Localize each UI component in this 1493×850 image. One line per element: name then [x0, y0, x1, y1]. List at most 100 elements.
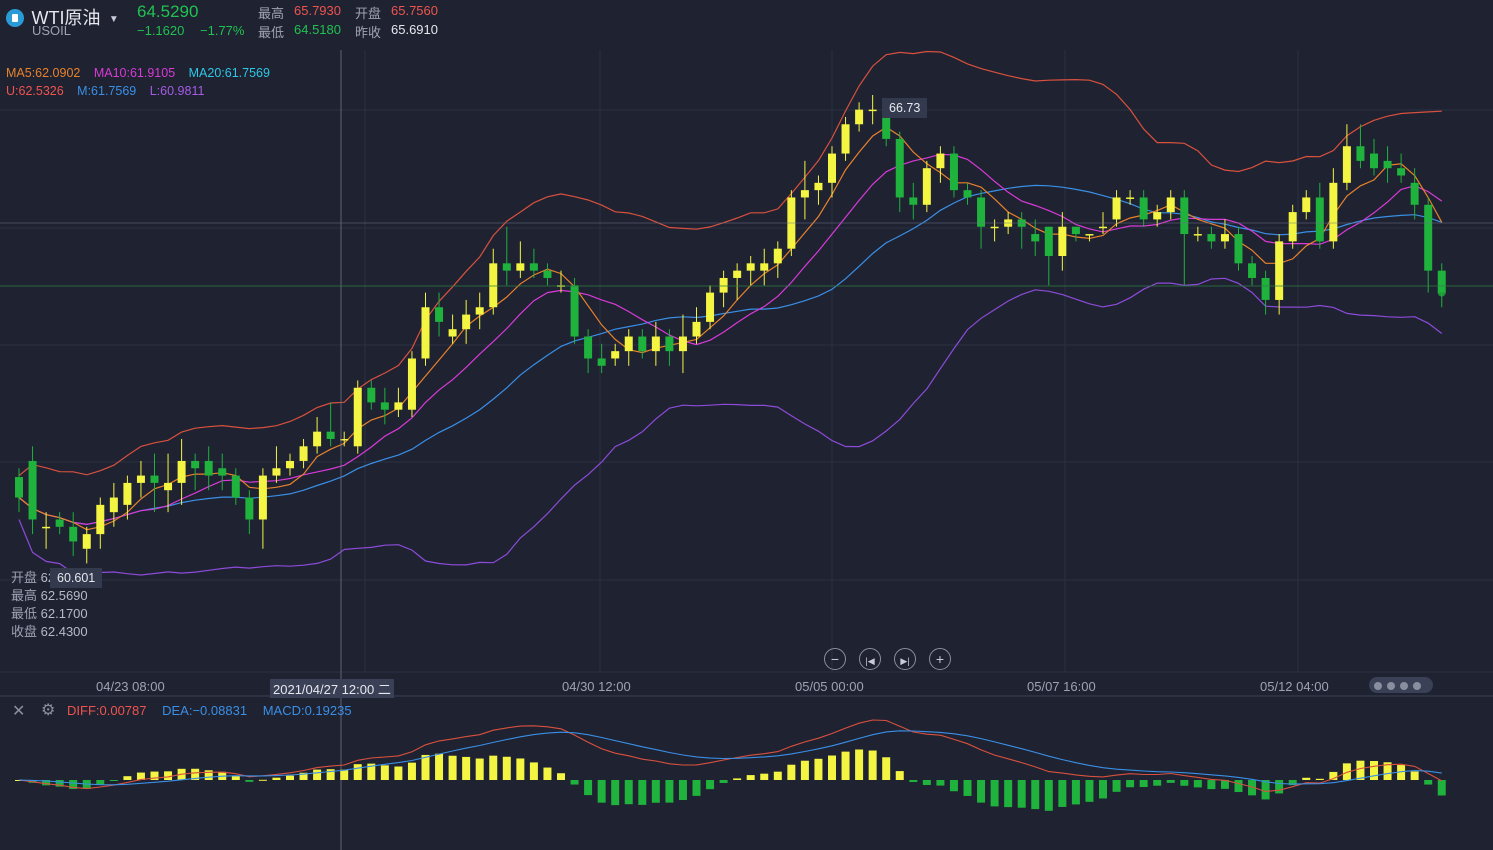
- macd-bar: [1424, 780, 1433, 785]
- candle-body: [1085, 234, 1094, 236]
- candle-body: [367, 387, 376, 403]
- min-price-label: 60.601: [50, 568, 103, 588]
- candle-body: [421, 307, 430, 359]
- macd-bar: [407, 762, 416, 780]
- macd-bar: [1071, 780, 1080, 805]
- macd-bar: [855, 749, 864, 780]
- candle-body: [773, 248, 782, 264]
- macd-bar: [475, 758, 484, 780]
- zoom-out-button[interactable]: −: [824, 648, 846, 670]
- candle-body: [1342, 146, 1351, 183]
- ma10-label: MA10:61.9105: [93, 66, 176, 80]
- macd-bar: [123, 776, 132, 780]
- candle-body: [963, 190, 972, 198]
- macd-bar: [340, 769, 349, 780]
- macd-diff-label: DIFF:0.00787: [67, 703, 147, 718]
- macd-bar: [651, 780, 660, 803]
- scroll-right-button[interactable]: ▶|: [894, 648, 916, 670]
- macd-bar: [1342, 763, 1351, 780]
- candle-body: [719, 277, 728, 293]
- candle-body: [638, 336, 647, 352]
- candle-body: [1220, 234, 1229, 242]
- macd-bar: [570, 780, 579, 785]
- macd-diff-line: [18, 719, 1443, 793]
- candle-body: [123, 482, 132, 505]
- candle-body: [922, 168, 931, 205]
- boll-legend: U:62.5326 M:61.7569 L:60.9811: [6, 84, 214, 98]
- indicator-pager[interactable]: [1369, 677, 1433, 693]
- candle-body: [245, 497, 254, 520]
- macd-bar: [69, 780, 78, 789]
- macd-bar: [380, 765, 389, 780]
- chevron-down-icon[interactable]: ▼: [108, 14, 119, 25]
- candle-body: [1031, 234, 1040, 242]
- macd-bar: [204, 770, 213, 780]
- candle-body: [1315, 197, 1324, 242]
- macd-bar: [231, 776, 240, 780]
- macd-bar: [543, 767, 552, 780]
- candle-body: [150, 475, 159, 483]
- macd-bar: [150, 771, 159, 780]
- macd-bar: [678, 780, 687, 801]
- close-icon[interactable]: ✕: [12, 703, 26, 720]
- price-change: −1.1620: [137, 23, 185, 38]
- price-change-pct: −1.77%: [200, 23, 245, 38]
- macd-bar: [638, 780, 647, 805]
- candle-body: [1356, 146, 1365, 161]
- macd-bar: [1139, 780, 1148, 788]
- candle-body: [1248, 263, 1257, 278]
- macd-bar: [1248, 780, 1257, 796]
- candle-body: [394, 402, 403, 410]
- macd-bar: [516, 758, 525, 780]
- candle-body: [1424, 204, 1433, 271]
- macd-bar: [367, 763, 376, 780]
- macd-bar: [258, 779, 267, 781]
- candle-body: [746, 263, 755, 271]
- scroll-left-button[interactable]: |◀: [859, 648, 881, 670]
- candle-body: [15, 477, 23, 498]
- candle-body: [760, 263, 769, 271]
- candle-body: [136, 475, 145, 483]
- ma10-line: [18, 153, 1443, 526]
- x-crosshair-label: 2021/04/27 12:00 二: [270, 679, 394, 698]
- symbol-selector[interactable]: WTI原油 ▼: [6, 4, 119, 30]
- macd-bar: [394, 766, 403, 780]
- candle-body: [516, 263, 525, 271]
- prev-close-label: 昨收: [355, 25, 382, 40]
- macd-bar: [1099, 780, 1107, 799]
- candle-body: [82, 534, 91, 549]
- macd-bar: [1275, 780, 1284, 794]
- macd-bar: [1383, 762, 1392, 780]
- candle-body: [313, 431, 322, 447]
- boll-m-label: M:61.7569: [77, 84, 137, 98]
- high-value: 65.7930: [294, 3, 341, 18]
- macd-bar: [624, 780, 633, 805]
- settings-gear-icon[interactable]: ⚙: [41, 702, 56, 719]
- candle-body: [1234, 234, 1243, 264]
- x-label-5: 05/12 04:00: [1260, 679, 1329, 694]
- macd-bar: [706, 780, 715, 790]
- skip-forward-icon: ▶|: [900, 656, 910, 666]
- candle-body: [733, 270, 742, 278]
- candle-body: [936, 153, 945, 169]
- macd-bar: [489, 755, 498, 780]
- ma20-label: MA20:61.7569: [188, 66, 270, 80]
- candle-body: [895, 138, 904, 198]
- macd-bar: [665, 780, 674, 803]
- macd-bar: [1180, 780, 1189, 786]
- macd-bar: [1437, 780, 1446, 796]
- macd-bar: [990, 780, 999, 807]
- zoom-in-button[interactable]: +: [929, 648, 951, 670]
- macd-bar: [828, 755, 836, 780]
- high-label: 最高: [258, 6, 285, 21]
- candle-body: [529, 263, 538, 271]
- macd-bar: [421, 754, 430, 780]
- plus-icon: +: [935, 651, 945, 667]
- candle-body: [475, 307, 484, 315]
- candle-body: [1126, 197, 1135, 199]
- candle-body: [706, 292, 715, 322]
- x-label-3: 05/05 00:00: [795, 679, 864, 694]
- candle-body: [584, 336, 593, 359]
- candle-body: [1288, 212, 1297, 242]
